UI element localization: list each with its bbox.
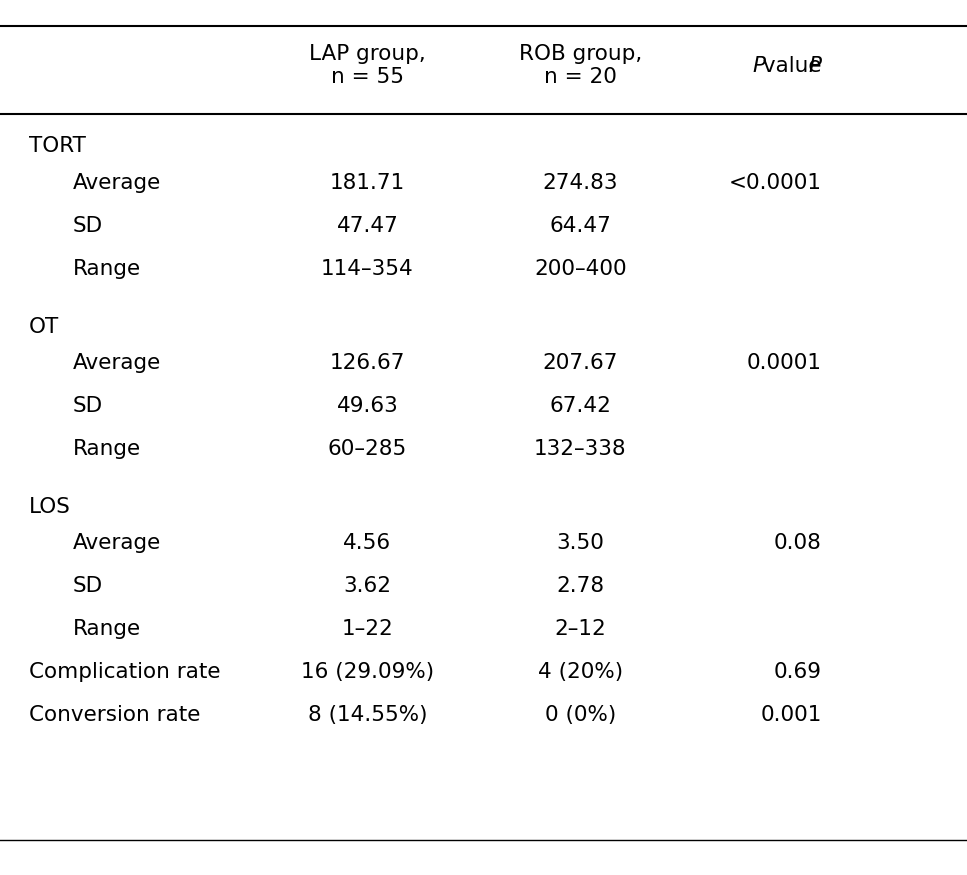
Text: Complication rate: Complication rate bbox=[29, 662, 220, 682]
Text: 3.62: 3.62 bbox=[343, 577, 392, 597]
Text: value: value bbox=[756, 56, 822, 75]
Text: 49.63: 49.63 bbox=[337, 396, 398, 416]
Text: 0.0001: 0.0001 bbox=[747, 353, 822, 373]
Text: ROB group,
n = 20: ROB group, n = 20 bbox=[518, 44, 642, 88]
Text: 1–22: 1–22 bbox=[341, 620, 394, 640]
Text: 0.08: 0.08 bbox=[774, 534, 822, 554]
Text: Average: Average bbox=[73, 172, 161, 192]
Text: 64.47: 64.47 bbox=[549, 215, 611, 235]
Text: LAP group,
n = 55: LAP group, n = 55 bbox=[309, 44, 425, 88]
Text: 8 (14.55%): 8 (14.55%) bbox=[308, 705, 427, 725]
Text: Conversion rate: Conversion rate bbox=[29, 705, 200, 725]
Text: 2.78: 2.78 bbox=[556, 577, 604, 597]
Text: 207.67: 207.67 bbox=[542, 353, 618, 373]
Text: <0.0001: <0.0001 bbox=[729, 172, 822, 192]
Text: 47.47: 47.47 bbox=[337, 215, 398, 235]
Text: 4 (20%): 4 (20%) bbox=[538, 662, 623, 682]
Text: OT: OT bbox=[29, 317, 59, 337]
Text: P: P bbox=[752, 56, 765, 75]
Text: SD: SD bbox=[73, 396, 103, 416]
Text: 126.67: 126.67 bbox=[330, 353, 405, 373]
Text: 60–285: 60–285 bbox=[328, 439, 407, 459]
Text: 114–354: 114–354 bbox=[321, 258, 414, 278]
Text: 67.42: 67.42 bbox=[549, 396, 611, 416]
Text: P: P bbox=[808, 56, 821, 75]
Text: SD: SD bbox=[73, 577, 103, 597]
Text: Range: Range bbox=[73, 439, 140, 459]
Text: 274.83: 274.83 bbox=[542, 172, 618, 192]
Text: Average: Average bbox=[73, 353, 161, 373]
Text: 132–338: 132–338 bbox=[534, 439, 627, 459]
Text: 181.71: 181.71 bbox=[330, 172, 405, 192]
Text: 2–12: 2–12 bbox=[554, 620, 606, 640]
Text: 3.50: 3.50 bbox=[556, 534, 604, 554]
Text: Range: Range bbox=[73, 258, 140, 278]
Text: P value: P value bbox=[743, 56, 821, 75]
Text: 16 (29.09%): 16 (29.09%) bbox=[301, 662, 434, 682]
Text: 0 (0%): 0 (0%) bbox=[544, 705, 616, 725]
Text: 0.69: 0.69 bbox=[774, 662, 822, 682]
Text: SD: SD bbox=[73, 215, 103, 235]
Text: 0.001: 0.001 bbox=[761, 705, 822, 725]
Text: 200–400: 200–400 bbox=[534, 258, 627, 278]
Text: 4.56: 4.56 bbox=[343, 534, 392, 554]
Text: TORT: TORT bbox=[29, 136, 86, 156]
Text: LOS: LOS bbox=[29, 497, 71, 517]
Text: Range: Range bbox=[73, 620, 140, 640]
Text: Average: Average bbox=[73, 534, 161, 554]
